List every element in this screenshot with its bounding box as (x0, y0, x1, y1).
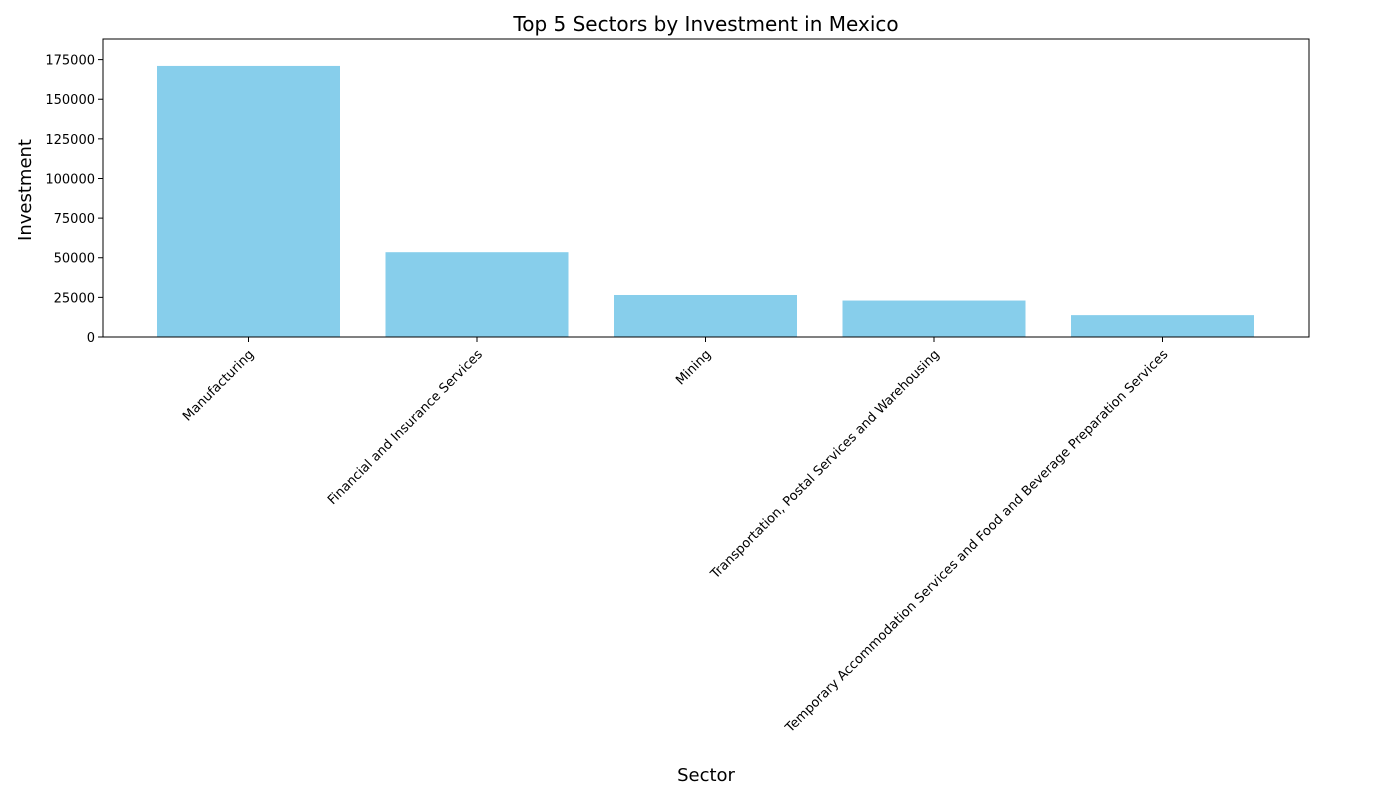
x-tick-label: Temporary Accommodation Services and Foo… (782, 347, 1171, 736)
y-tick-label: 175000 (45, 54, 95, 69)
bar-0 (157, 65, 340, 337)
y-axis-label: Investment (15, 139, 36, 241)
plot-frame (102, 38, 1310, 338)
bar-3 (842, 300, 1026, 337)
y-tick-label: 50000 (54, 252, 95, 267)
x-tick-label: Manufacturing (180, 347, 257, 424)
bar-1 (385, 252, 569, 337)
x-tick-label: Transportation, Postal Services and Ware… (707, 347, 942, 582)
y-tick-label: 125000 (45, 133, 95, 148)
bar-2 (614, 294, 797, 337)
y-axis-ticks: 0 25000 50000 75000 100000 125000 150000 175000 (45, 54, 103, 346)
y-tick-label: 100000 (45, 172, 95, 187)
x-axis-label: Sector (677, 765, 735, 786)
x-axis-ticks: Manufacturing Financial and Insurance Ser… (180, 337, 1171, 736)
bar-4 (1071, 315, 1254, 337)
y-tick-label: 25000 (54, 291, 95, 306)
x-tick-label: Mining (673, 347, 714, 388)
bars-group (157, 65, 1254, 337)
y-tick-label: 0 (87, 331, 95, 346)
y-tick-label: 150000 (45, 93, 95, 108)
x-tick-label: Financial and Insurance Services (325, 347, 486, 508)
y-tick-label: 75000 (54, 212, 95, 227)
chart-title: Top 5 Sectors by Investment in Mexico (512, 12, 898, 36)
